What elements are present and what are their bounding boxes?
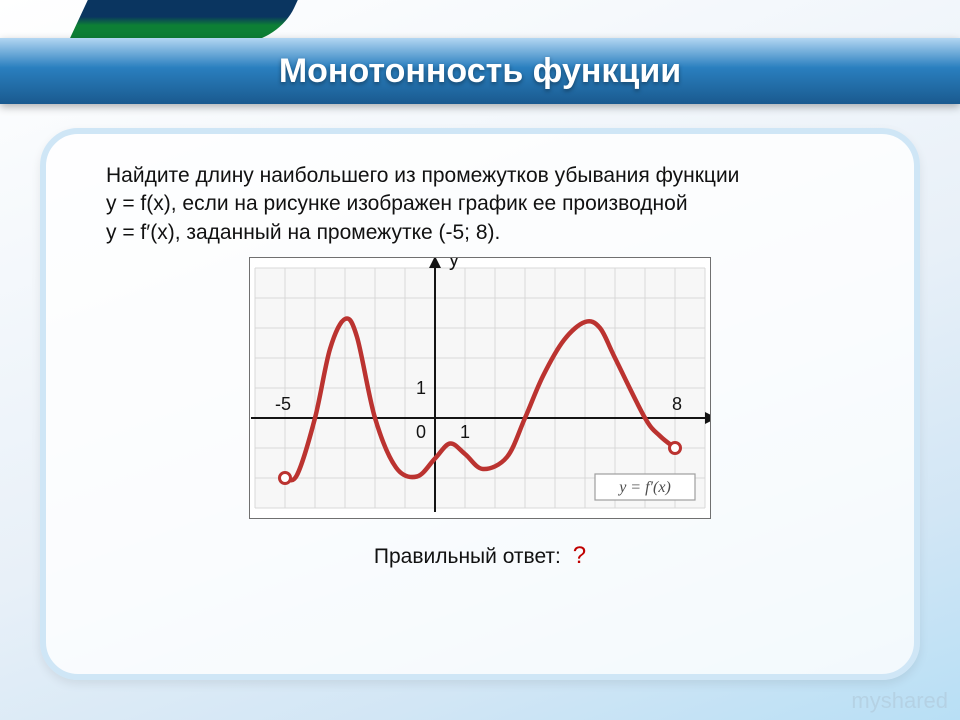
- svg-text:-5: -5: [275, 394, 291, 414]
- header-tab-decoration: [68, 0, 298, 42]
- svg-text:1: 1: [460, 422, 470, 442]
- answer-row: Правильный ответ: ?: [106, 542, 854, 570]
- watermark: myshared: [851, 688, 948, 714]
- question-line-2: y = f(x), если на рисунке изображен граф…: [106, 190, 854, 218]
- derivative-chart: yx011-58y = f′(x): [249, 257, 711, 519]
- slide-title: Монотонность функции: [0, 52, 960, 91]
- svg-text:0: 0: [416, 422, 426, 442]
- question-line-1: Найдите длину наибольшего из промежутков…: [106, 162, 854, 190]
- svg-text:1: 1: [416, 378, 426, 398]
- svg-text:y = f′(x): y = f′(x): [617, 479, 671, 496]
- svg-text:8: 8: [672, 394, 682, 414]
- svg-text:y: y: [449, 257, 459, 271]
- content-card: Найдите длину наибольшего из промежутков…: [40, 128, 920, 680]
- answer-label: Правильный ответ:: [374, 545, 561, 568]
- question-line-3: y = f′(x), заданный на промежутке (-5; 8…: [106, 219, 854, 247]
- chart-container: yx011-58y = f′(x): [106, 257, 854, 524]
- answer-mark: ?: [573, 542, 586, 569]
- question-text: Найдите длину наибольшего из промежутков…: [106, 162, 854, 247]
- slide-page: Монотонность функции Найдите длину наибо…: [0, 0, 960, 720]
